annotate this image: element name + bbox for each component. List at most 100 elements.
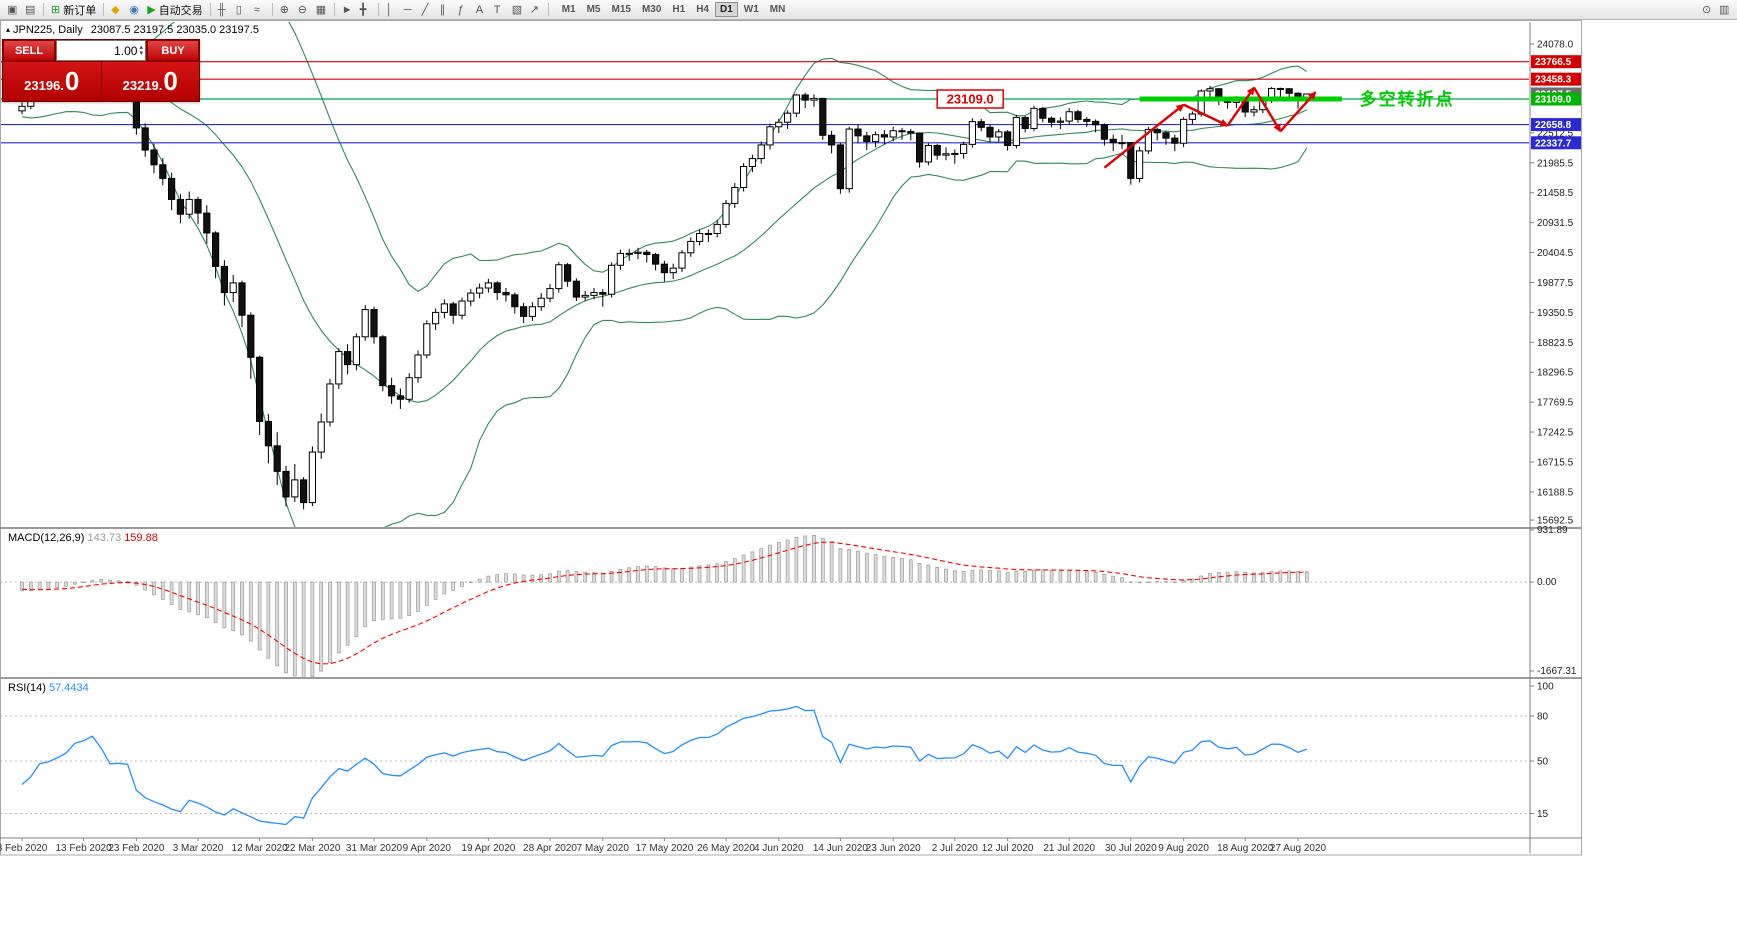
vertical-line-icon: │ [385, 3, 393, 16]
price-axis-tick: 22512.5 [1537, 128, 1574, 139]
label-icon: T [493, 3, 501, 16]
turning-point-text[interactable]: 多空转折点 [1360, 89, 1455, 109]
new-chart-icon: ▣ [7, 3, 18, 16]
new-order-button[interactable]: ⊞ 新订单 [48, 1, 99, 18]
volume-value: 1.00 [114, 43, 138, 58]
tile-windows-button[interactable]: ▦ [313, 1, 330, 18]
volume-field[interactable]: 1.00 ▴ ▾ [56, 40, 146, 61]
fibonacci-icon: ƒ [457, 3, 464, 16]
volume-down-icon[interactable]: ▾ [139, 49, 143, 57]
date-label: 9 Aug 2020 [1158, 843, 1209, 854]
timeframe-m30[interactable]: M30 [637, 2, 666, 17]
trendline-icon: ╱ [421, 3, 429, 16]
chart-profiles-button[interactable]: ▤ [22, 1, 39, 18]
date-label: 18 Aug 2020 [1217, 843, 1274, 854]
price-line-badge: 23109.0 [1531, 92, 1581, 106]
buy-button[interactable]: BUY [147, 40, 199, 61]
svg-text:23109.0: 23109.0 [1535, 95, 1572, 106]
timeframe-d1[interactable]: D1 [715, 2, 738, 17]
shapes-icon: ▧ [511, 3, 523, 16]
panel-collapse-icon[interactable]: ▴ [6, 25, 11, 34]
timeframe-m5[interactable]: M5 [582, 2, 606, 17]
price-axis-tick: 17242.5 [1537, 428, 1574, 439]
date-label: 28 Apr 2020 [523, 843, 577, 854]
text-icon: A [475, 3, 484, 16]
buy-price[interactable]: 23219. 0 [101, 62, 199, 101]
signals-button[interactable]: ◉ [126, 1, 143, 18]
arrow-tool-icon: ↗ [529, 3, 539, 16]
timeframe-m1[interactable]: M1 [557, 2, 581, 17]
chart-profiles-icon: ▤ [25, 3, 36, 16]
fibonacci-button[interactable]: ƒ [455, 1, 472, 18]
price-line-badge: 22337.7 [1531, 136, 1581, 150]
bollinger-middle-line [21, 81, 1308, 403]
zoom-in-button[interactable]: ⊕ [277, 1, 294, 18]
rsi-axis-tick: 50 [1537, 757, 1549, 768]
svg-text:22337.7: 22337.7 [1535, 138, 1572, 149]
vertical-line-button[interactable]: │ [383, 1, 400, 18]
cursor-button[interactable]: ► [339, 1, 356, 18]
bollinger-upper-line [21, 22, 1308, 292]
toolbar-separator [209, 3, 211, 16]
candlestick-chart-icon: ▯ [235, 3, 242, 16]
crosshair-button[interactable]: ╋ [357, 1, 374, 18]
price-line-badge: 23458.3 [1531, 72, 1581, 86]
signals-icon: ◉ [129, 3, 139, 16]
date-label: 21 Jul 2020 [1043, 843, 1095, 854]
price-annotation-box[interactable]: 23109.0 [936, 89, 1004, 109]
price-axis-tick: 18823.5 [1537, 338, 1574, 349]
timeframe-m15[interactable]: M15 [607, 2, 636, 17]
price-axis-tick: 20931.5 [1537, 218, 1574, 229]
horizontal-line-button[interactable]: ─ [401, 1, 418, 18]
text-button[interactable]: A [473, 1, 490, 18]
toolbar-separator [333, 3, 335, 16]
date-label: 17 May 2020 [635, 843, 693, 854]
sell-button[interactable]: SELL [3, 40, 55, 61]
candlestick-chart-button[interactable]: ▯ [233, 1, 250, 18]
channel-button[interactable]: ∥ [437, 1, 454, 18]
price-axis[interactable]: 24078.0 22512.5 21985.5 21458.5 20931.5 20404… [1529, 22, 1581, 853]
market-button[interactable]: ◆ [108, 1, 125, 18]
bar-chart-icon: ╫ [217, 3, 226, 16]
timeframe-w1[interactable]: W1 [739, 2, 764, 17]
new-chart-button[interactable]: ▣ [4, 1, 21, 18]
timeframe-h1[interactable]: H1 [667, 2, 690, 17]
shapes-button[interactable]: ▧ [509, 1, 526, 18]
drawn-arrows[interactable] [1103, 86, 1317, 169]
window-layout-button[interactable]: ▥ [1716, 1, 1733, 18]
date-label: 30 Jul 2020 [1105, 843, 1157, 854]
date-label: 12 Jul 2020 [982, 843, 1034, 854]
timeframe-mn[interactable]: MN [765, 2, 791, 17]
price-axis-tick: 21985.5 [1537, 158, 1574, 169]
volume-up-icon[interactable]: ▴ [139, 43, 143, 51]
search-button[interactable]: ⊙ [1699, 1, 1716, 18]
line-chart-button[interactable]: ≈ [251, 1, 268, 18]
arrow-tool-button[interactable]: ↗ [527, 1, 544, 18]
volume-stepper[interactable]: ▴ ▾ [139, 43, 143, 57]
rsi-axis-tick: 100 [1537, 682, 1554, 693]
date-label: 3 Feb 2020 [0, 843, 48, 854]
toolbar-separator [43, 3, 44, 16]
date-label: 2 Jul 2020 [932, 843, 979, 854]
price-axis-tick: 24078.0 [1537, 40, 1574, 51]
line-chart-icon: ≈ [253, 3, 260, 16]
zoom-out-button[interactable]: ⊖ [295, 1, 312, 18]
timeframe-h4[interactable]: H4 [691, 2, 714, 17]
autotrading-button[interactable]: ▶ 自动交易 [144, 1, 205, 18]
bar-chart-button[interactable]: ╫ [215, 1, 232, 18]
price-axis-tick: 18296.5 [1537, 368, 1574, 379]
zoom-in-icon: ⊕ [279, 3, 289, 16]
macd-label: MACD(12,26,9) 143.73 159.88 [8, 532, 158, 544]
market-icon: ◆ [111, 3, 120, 16]
one-click-trading-panel: SELL 1.00 ▴ ▾ BUY 23196. 0 23219. 0 [2, 39, 200, 102]
channel-icon: ∥ [439, 3, 446, 16]
rsi-label: RSI(14) 57.4434 [8, 682, 89, 694]
date-label: 7 May 2020 [577, 843, 630, 854]
label-button[interactable]: T [491, 1, 508, 18]
date-label: 13 Feb 2020 [56, 843, 113, 854]
sell-price[interactable]: 23196. 0 [3, 62, 101, 101]
rsi-line [21, 705, 1308, 826]
trendline-button[interactable]: ╱ [419, 1, 436, 18]
